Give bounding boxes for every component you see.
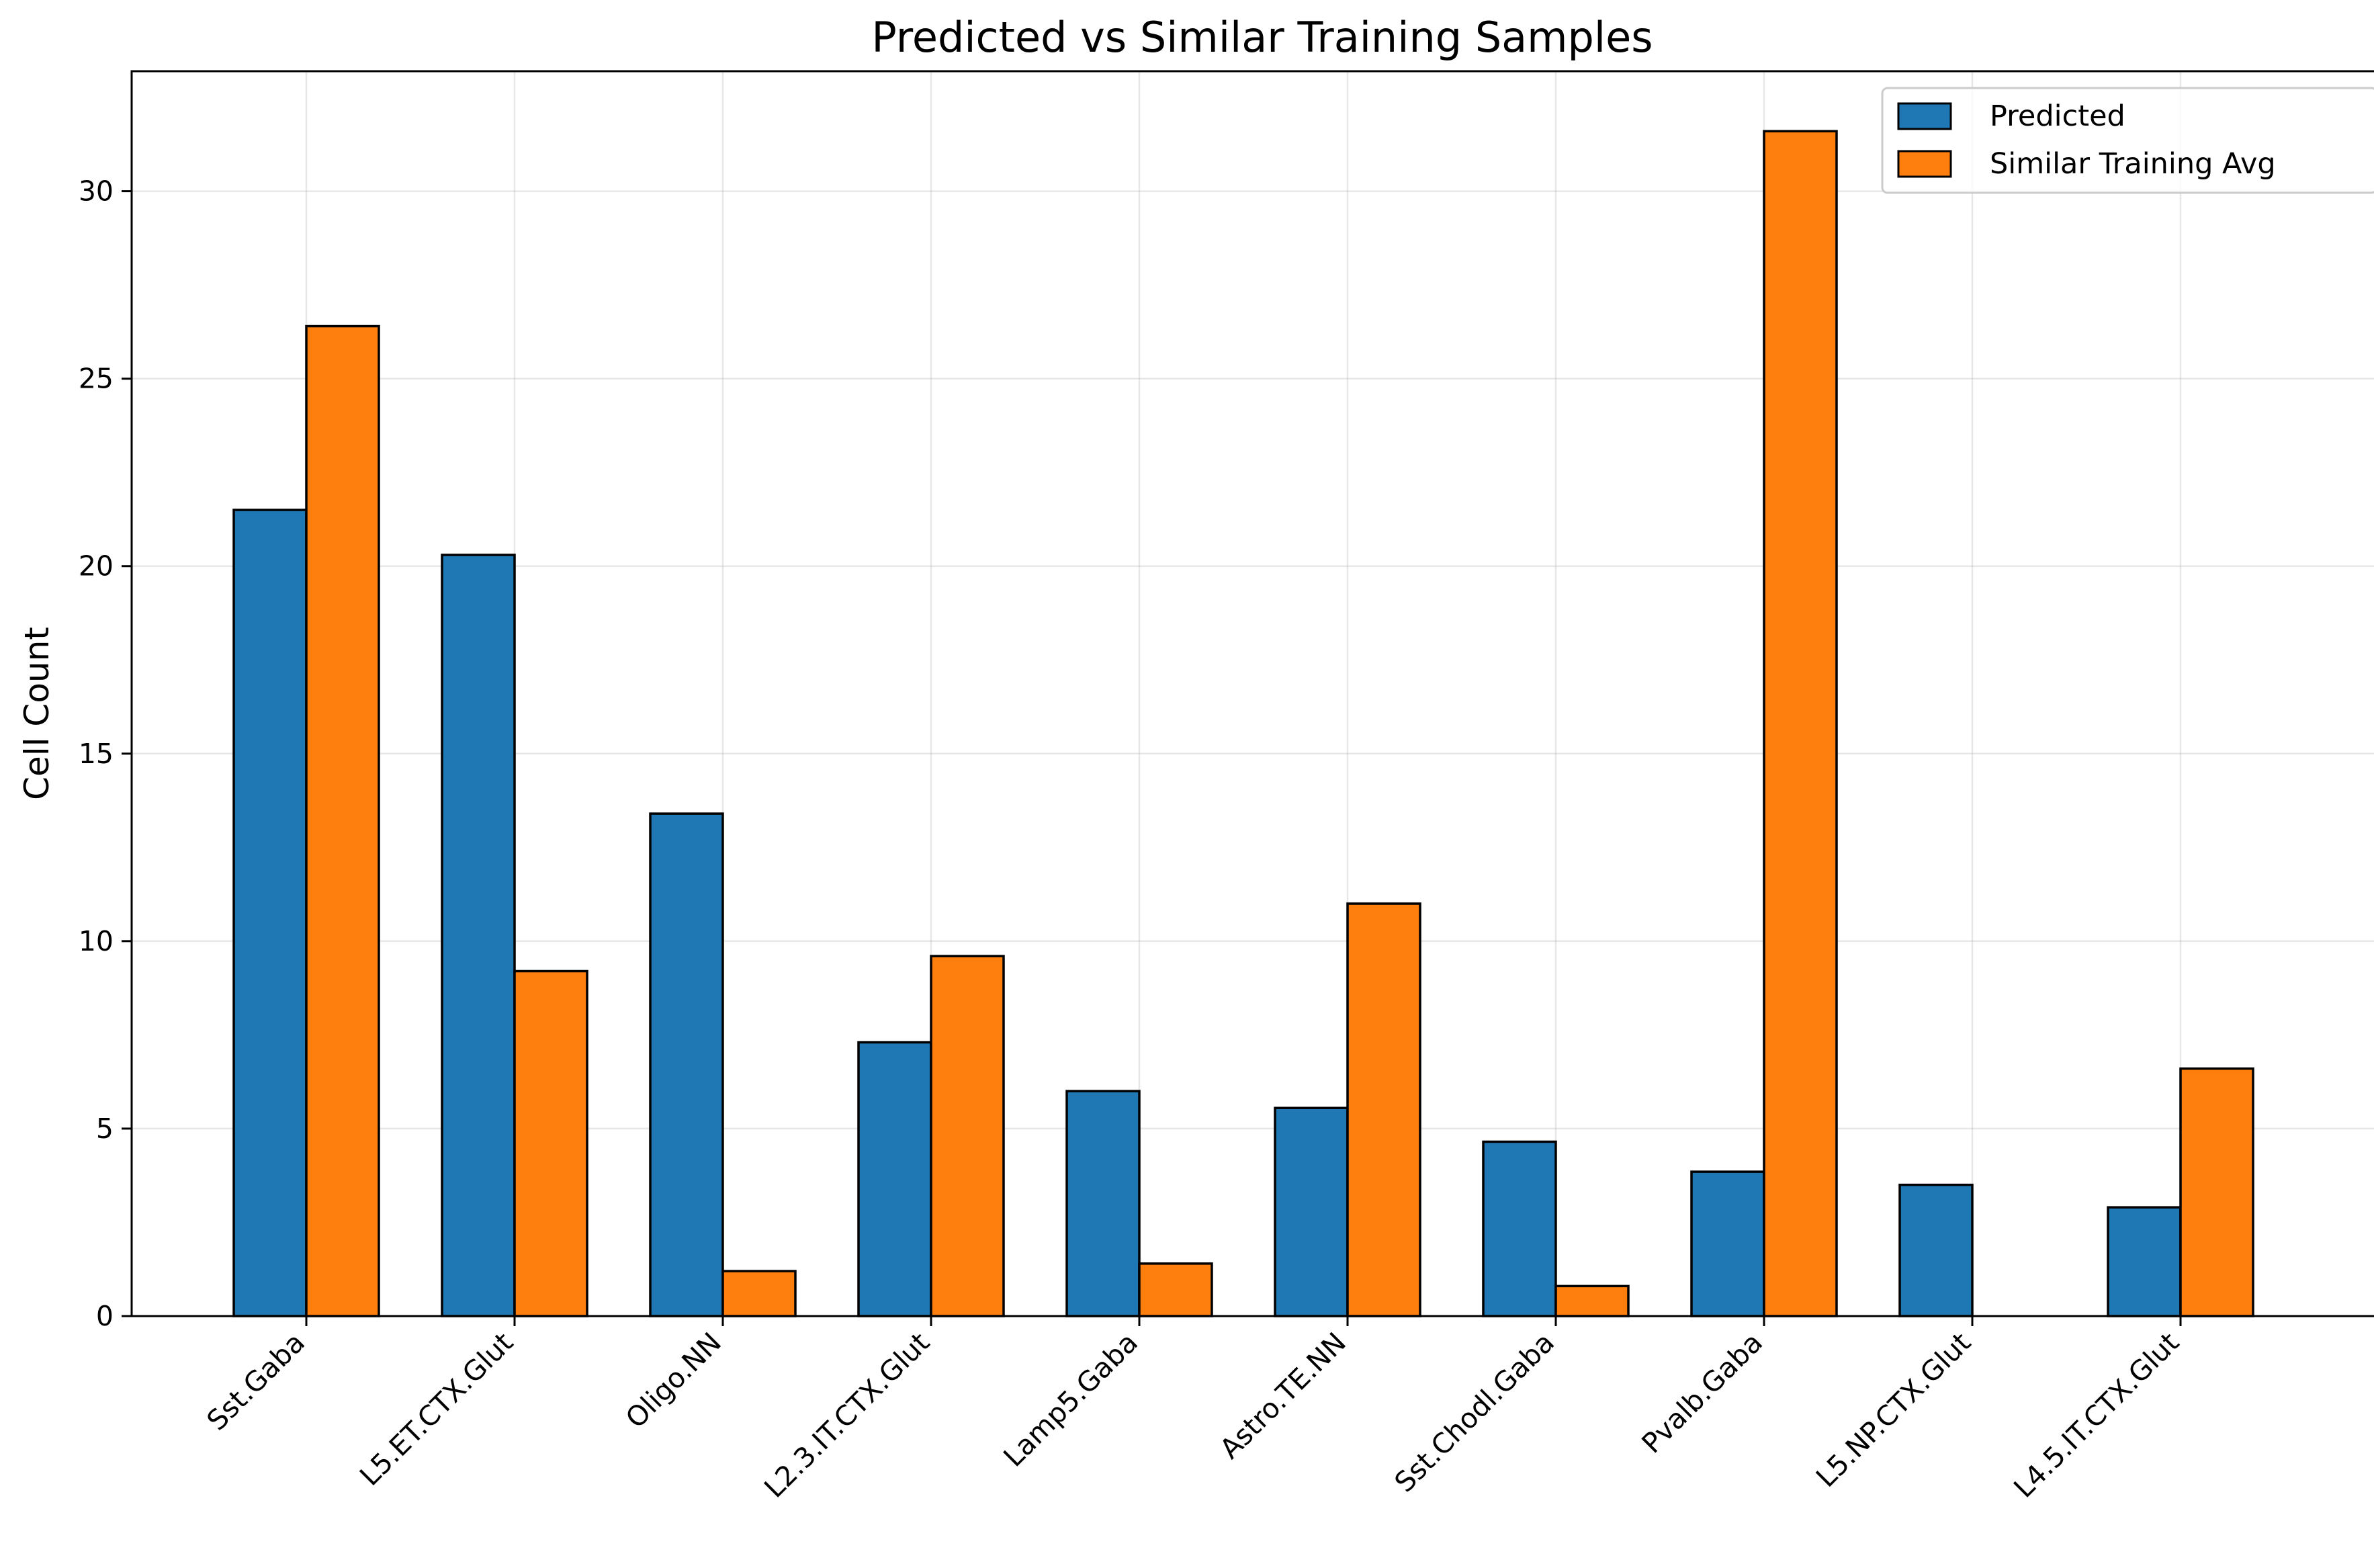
bar-similar-training-avg-l2-3-it-ctx-glut xyxy=(930,955,1005,1317)
y-tick-label: 5 xyxy=(96,1113,114,1145)
legend-swatch-similar-training-avg xyxy=(1897,150,1952,178)
bar-similar-training-avg-oligo-nn xyxy=(721,1270,797,1317)
y-axis-ticks: 0 5 10 15 20 25 30 xyxy=(79,175,132,1332)
bars xyxy=(232,130,2254,1317)
bar-similar-training-avg-lamp5-gaba xyxy=(1138,1262,1213,1317)
plot-frame xyxy=(130,70,2374,1317)
bar-similar-training-avg-l5-et-ctx-glut xyxy=(513,969,588,1317)
y-tick-label: 0 xyxy=(96,1300,114,1332)
bar-predicted-l2-3-it-ctx-glut xyxy=(857,1041,932,1317)
bar-predicted-l5-np-ctx-glut xyxy=(1898,1183,1974,1317)
y-tick-label: 30 xyxy=(79,175,114,208)
bar-similar-training-avg-pvalb-gaba xyxy=(1763,130,1838,1317)
y-tick-label: 10 xyxy=(79,925,114,957)
bar-predicted-l4-5-it-ctx-glut xyxy=(2107,1206,2182,1317)
bar-predicted-sst-gaba xyxy=(232,509,308,1317)
bar-predicted-pvalb-gaba xyxy=(1690,1170,1765,1317)
y-tick-label: 20 xyxy=(79,550,114,582)
bar-similar-training-avg-l4-5-it-ctx-glut xyxy=(2179,1067,2254,1317)
bar-predicted-oligo-nn xyxy=(649,812,724,1317)
legend-swatch-predicted xyxy=(1897,102,1952,130)
bar-predicted-lamp5-gaba xyxy=(1065,1090,1141,1317)
legend-frame xyxy=(1881,87,2374,194)
bar-similar-training-avg-sst-chodl-gaba xyxy=(1554,1284,1630,1317)
bar-predicted-l5-et-ctx-glut xyxy=(441,554,516,1317)
y-axis-label: Cell Count xyxy=(17,627,56,800)
chart-title: Predicted vs Similar Training Samples xyxy=(871,13,1653,62)
bar-predicted-sst-chodl-gaba xyxy=(1482,1140,1557,1317)
legend-label-similar-training-avg: Similar Training Avg xyxy=(1990,147,2276,181)
bar-similar-training-avg-sst-gaba xyxy=(305,324,380,1317)
bar-predicted-astro-te-nn xyxy=(1274,1106,1349,1317)
legend: Predicted Similar Training Avg xyxy=(1881,87,2374,194)
bar-similar-training-avg-astro-te-nn xyxy=(1346,902,1421,1317)
y-tick-label: 15 xyxy=(79,738,114,770)
legend-label-predicted: Predicted xyxy=(1990,99,2125,133)
y-tick-label: 25 xyxy=(79,363,114,395)
